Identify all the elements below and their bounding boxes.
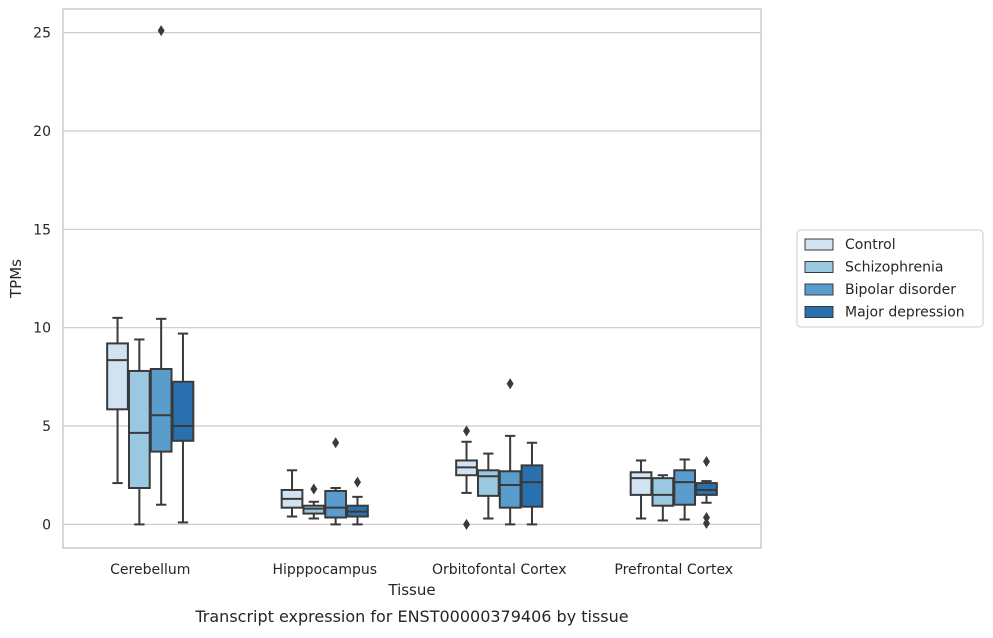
- box-iqr: [520, 464, 544, 508]
- outlier-point: [463, 518, 471, 530]
- box-iqr: [629, 471, 653, 496]
- y-tick-label: 20: [33, 124, 51, 140]
- x-tick-label: Prefrontal Cortex: [614, 562, 733, 578]
- box-2-1: [324, 437, 348, 526]
- legend-swatch: [804, 306, 834, 318]
- box-1-2: [476, 452, 500, 520]
- outlier-point: [506, 378, 514, 390]
- box-1-0: [127, 338, 151, 526]
- legend-swatch: [804, 283, 834, 296]
- box-2-3: [673, 458, 697, 521]
- box-iqr: [324, 489, 348, 519]
- outlier-point: [463, 425, 471, 437]
- legend-label: Schizophrenia: [845, 260, 943, 276]
- box-3-3: [695, 455, 718, 529]
- box-3-0: [171, 332, 195, 524]
- legend-swatch: [804, 261, 834, 273]
- box-1-3: [651, 474, 675, 522]
- y-tick-label: 15: [33, 222, 51, 238]
- outlier-point: [702, 512, 710, 524]
- box-2-2: [498, 378, 522, 526]
- box-0-1: [280, 469, 304, 518]
- plot-frame: [62, 8, 762, 549]
- x-tick-label: Orbitofontal Cortex: [432, 562, 567, 578]
- x-axis-title: Tissue: [387, 581, 435, 599]
- y-tick-label: 5: [42, 419, 51, 435]
- legend-label: Bipolar disorder: [845, 282, 956, 298]
- y-tick-label: 0: [42, 517, 51, 533]
- outlier-point: [332, 437, 340, 449]
- x-tick-labels: Cerebellum Hipppocampus Orbitofontal Corte…: [110, 562, 733, 578]
- box-0-3: [629, 459, 653, 520]
- box-0-0: [106, 316, 129, 485]
- box-3-1: [346, 476, 369, 526]
- legend-swatch: [804, 238, 834, 251]
- box-iqr: [171, 380, 195, 442]
- y-tick-label: 10: [33, 321, 51, 337]
- box-1-1: [302, 483, 326, 520]
- box-iqr: [651, 477, 675, 507]
- outlier-point: [310, 483, 318, 495]
- legend-label: Control: [845, 237, 896, 253]
- box-layer: [106, 25, 718, 530]
- legend: Control Schizophrenia Bipolar disorder Majo…: [796, 229, 984, 328]
- box-3-2: [520, 441, 544, 526]
- x-tick-label: Hipppocampus: [272, 562, 377, 578]
- legend-label: Major depression: [845, 305, 965, 321]
- outlier-point: [702, 455, 710, 467]
- box-iqr: [476, 469, 500, 497]
- y-tick-label: 25: [33, 26, 51, 42]
- chart-caption: Transcript expression for ENST0000037940…: [194, 607, 628, 626]
- box-iqr: [149, 367, 173, 453]
- outlier-point: [157, 25, 165, 37]
- box-iqr: [106, 342, 129, 411]
- outlier-point: [702, 517, 710, 529]
- y-tick-labels: 0 5 10 15 20 25: [33, 26, 51, 534]
- box-iqr: [673, 469, 697, 506]
- box-0-2: [455, 425, 478, 530]
- outlier-point: [353, 476, 361, 488]
- x-tick-label: Cerebellum: [110, 562, 190, 578]
- box-iqr: [498, 470, 522, 509]
- box-iqr: [127, 369, 151, 490]
- y-axis-title: TPMs: [7, 259, 25, 299]
- box-2-0: [149, 25, 173, 506]
- legend-frame: [796, 229, 984, 328]
